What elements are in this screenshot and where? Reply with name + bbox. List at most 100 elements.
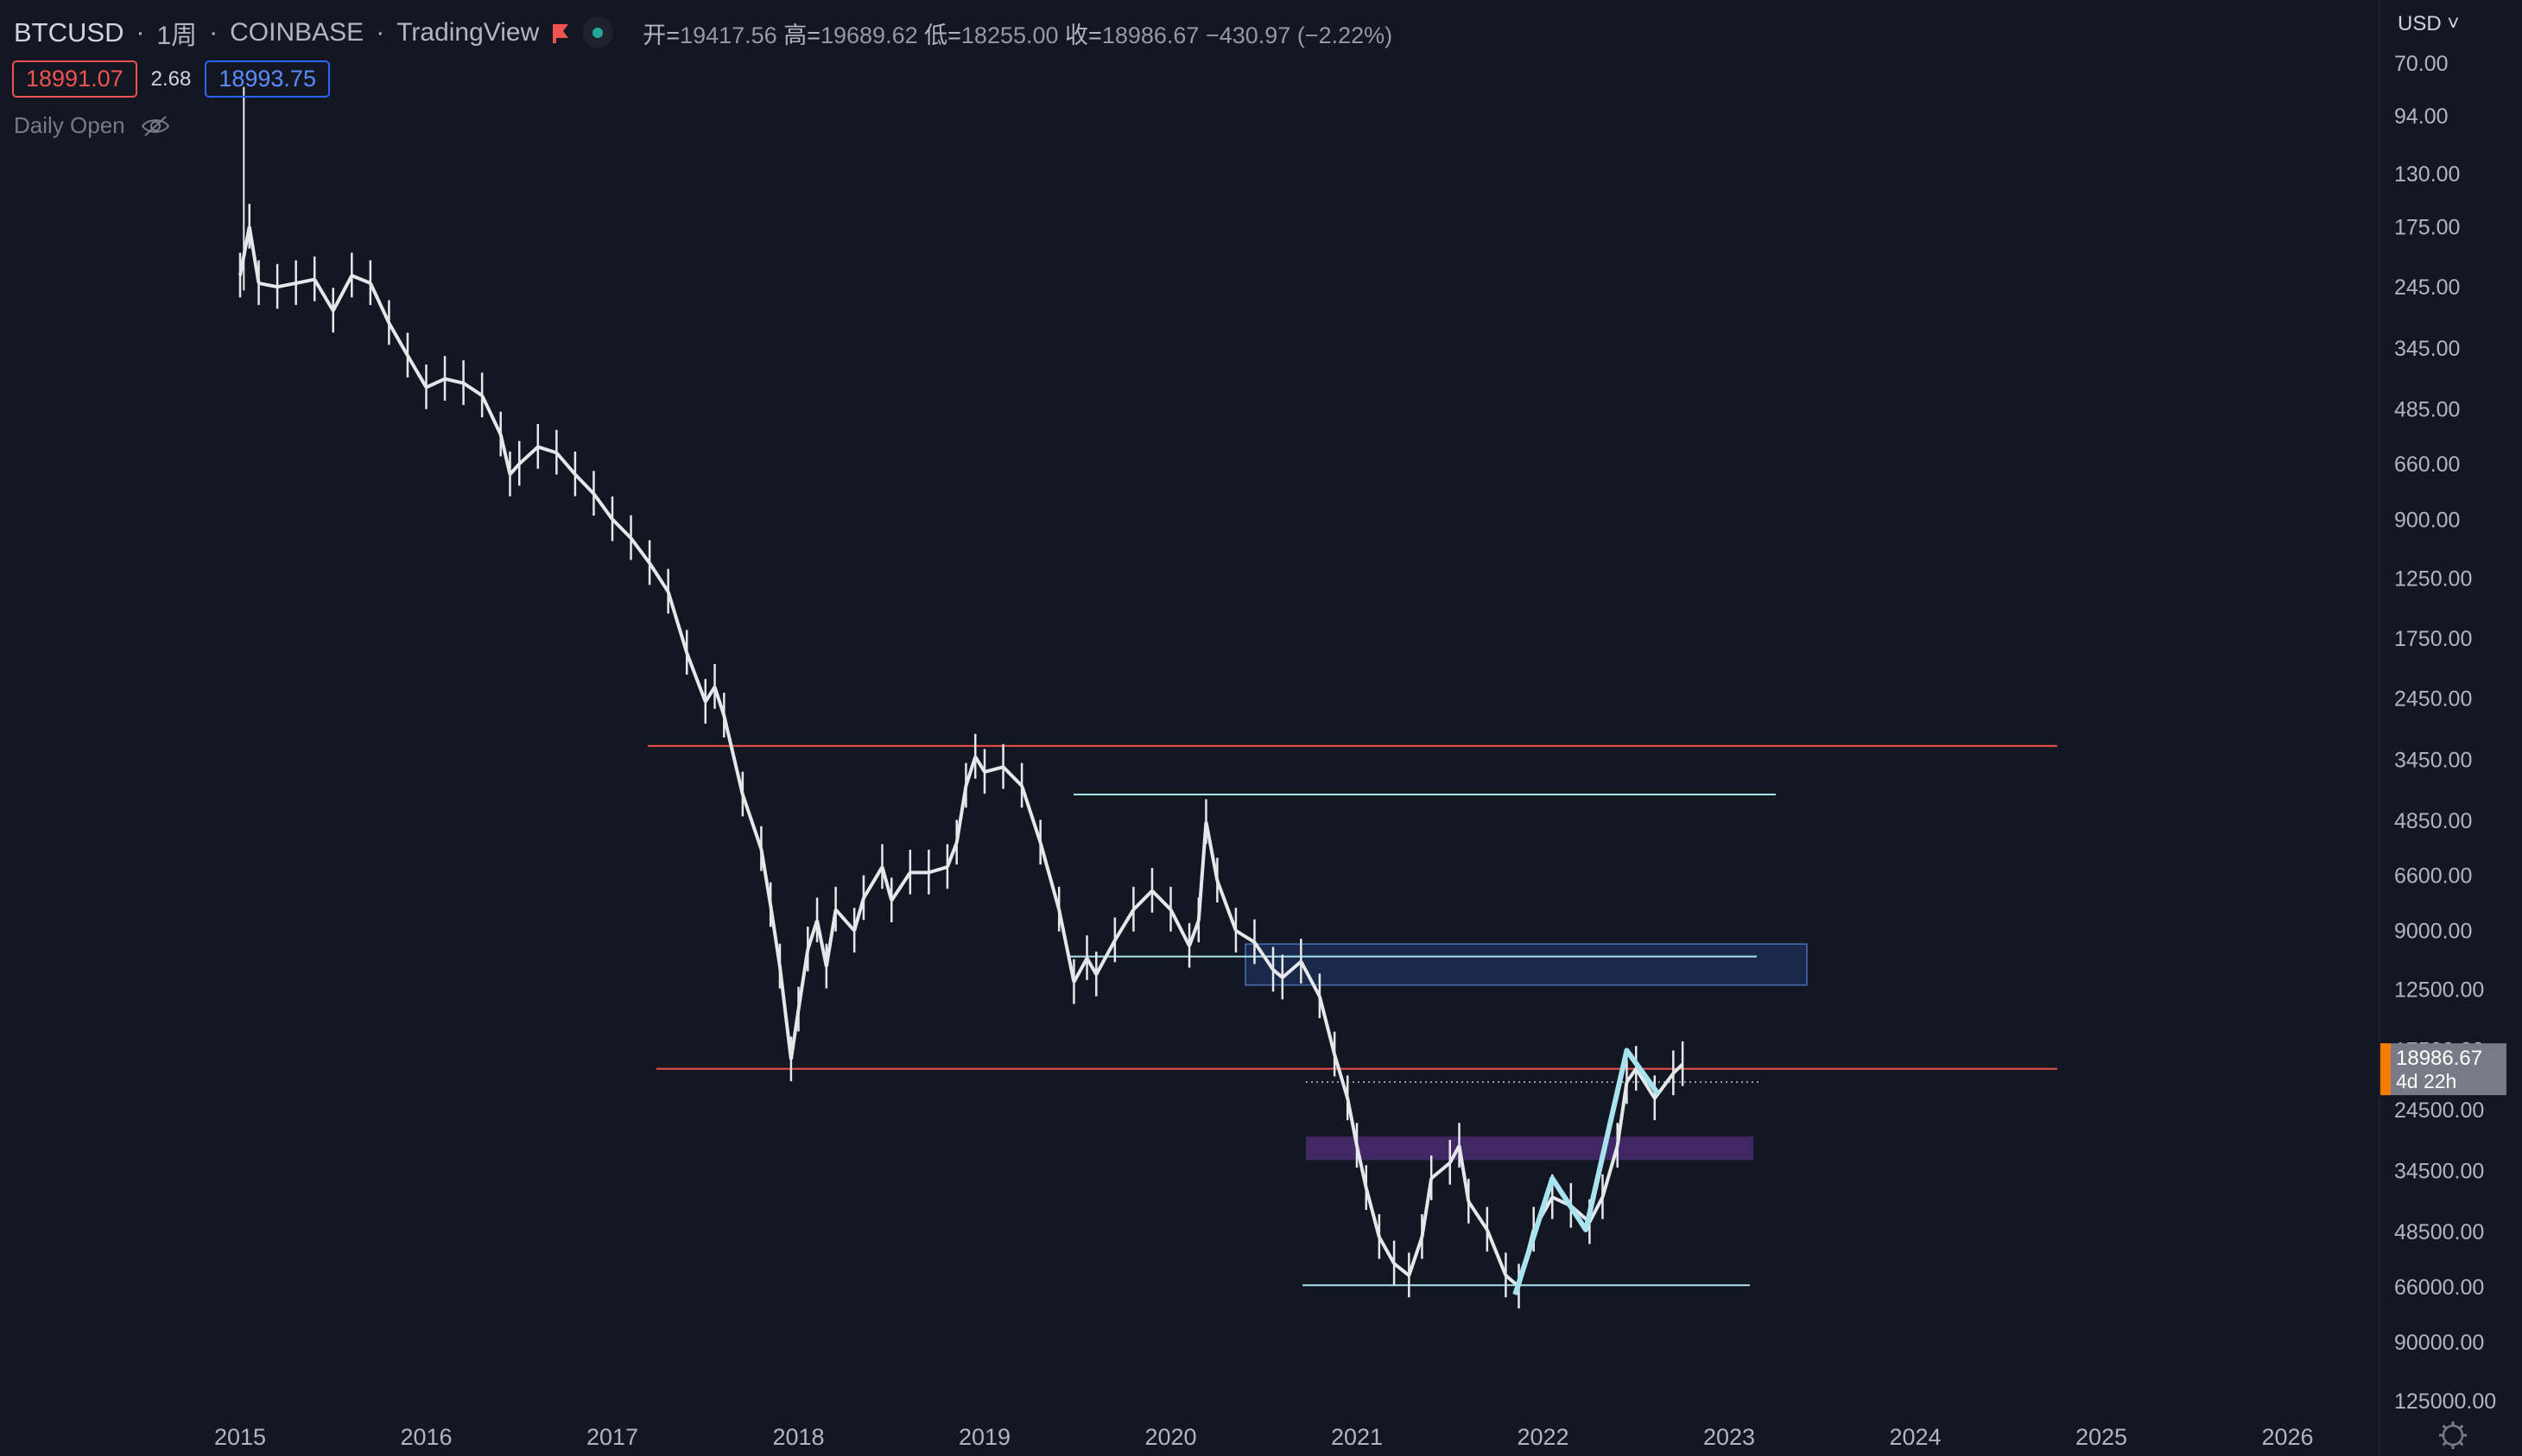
indicator-name[interactable]: Daily Open	[14, 112, 125, 138]
flag-icon[interactable]	[551, 22, 570, 43]
time-axis-label: 2018	[772, 1424, 824, 1450]
price-segment	[777, 965, 793, 1060]
quote-row: 18991.07 2.68 18993.75	[12, 60, 330, 98]
price-segment	[462, 382, 484, 397]
price-segment	[834, 908, 856, 933]
price-axis-label: 1750.00	[2394, 627, 2472, 651]
price-segment	[276, 281, 297, 289]
price-segment	[973, 756, 986, 773]
price-segment	[759, 848, 773, 906]
price-axis-label: 1250.00	[2394, 567, 2472, 591]
price-segment	[1271, 968, 1284, 979]
price-segment	[498, 434, 512, 475]
price-segment	[1625, 1067, 1638, 1084]
separator: ·	[136, 18, 145, 47]
price-segment	[1131, 889, 1154, 911]
time-axis-label: 2019	[959, 1424, 1011, 1450]
time-axis-label: 2022	[1517, 1424, 1568, 1450]
price-segment	[508, 462, 521, 476]
price-segment	[1072, 957, 1089, 984]
price-segment	[258, 281, 278, 289]
price-segment	[984, 765, 1004, 774]
gear-tooth	[2458, 1424, 2464, 1430]
price-segment	[1169, 908, 1191, 947]
price-segment	[713, 686, 726, 717]
price-axis-label: 6600.00	[2394, 864, 2472, 889]
close-value: 18986.67	[1101, 22, 1200, 48]
price-segment	[369, 282, 391, 324]
price-segment	[611, 517, 632, 540]
price-segment	[1346, 1098, 1359, 1147]
chart-header: BTCUSD · 1周 · COINBASE · TradingView 开=1…	[14, 16, 1392, 50]
price-axis-label: 245.00	[2394, 275, 2460, 300]
price-axis-label: 175.00	[2394, 216, 2460, 240]
price-segment	[1457, 1145, 1471, 1202]
price-segment	[1252, 940, 1275, 972]
price-segment	[247, 226, 261, 284]
price-segment	[331, 275, 354, 312]
settings-gear-icon[interactable]	[2439, 1421, 2467, 1449]
price-axis-label: 9000.00	[2394, 920, 2472, 944]
gear-tooth	[2458, 1440, 2464, 1447]
price-segment	[769, 904, 782, 967]
time-axis: 2015 2016 2017 2018 2019 2020 2021 2022 2023 2024…	[214, 1424, 2314, 1450]
exchange: COINBASE	[230, 18, 364, 47]
open-value: 19417.56	[680, 22, 777, 48]
last-price-tag	[2379, 1043, 2506, 1096]
price-segment	[238, 226, 251, 276]
time-axis-label: 2023	[1703, 1424, 1755, 1450]
price-segment	[740, 794, 764, 850]
price-segment	[1215, 880, 1238, 932]
price-segment	[1448, 1144, 1461, 1164]
gear-tooth	[2442, 1440, 2448, 1447]
zone-blue	[1245, 943, 1808, 986]
price-segment	[1299, 960, 1321, 997]
price-segment	[313, 278, 335, 312]
price-segment	[1317, 996, 1337, 1055]
price-axis-label: 130.00	[2394, 162, 2460, 187]
price-segment	[796, 949, 810, 1010]
price-axis-label: 94.00	[2394, 104, 2449, 129]
price-axis-label: 4850.00	[2394, 809, 2472, 833]
eye-off-icon[interactable]	[141, 115, 170, 137]
sell-price-button[interactable]: 18991.07	[12, 60, 137, 98]
price-segment	[806, 920, 819, 951]
time-axis-label: 2026	[2261, 1424, 2313, 1450]
time-axis-label: 2015	[214, 1424, 266, 1450]
price-segment	[946, 842, 959, 868]
price-axis-label: 900.00	[2394, 508, 2460, 532]
currency-dropdown[interactable]: USD ˅	[2398, 12, 2460, 35]
indicator-legend: Daily Open	[14, 112, 170, 139]
price-segment	[592, 492, 614, 521]
price-segment	[1150, 889, 1172, 911]
price-segment	[1615, 1081, 1629, 1147]
time-axis-label: 2024	[1889, 1424, 1941, 1450]
price-segment	[880, 866, 894, 902]
interval[interactable]: 1周	[156, 22, 198, 50]
last-price-label: 18986.67	[2396, 1047, 2482, 1070]
price-segment	[573, 472, 595, 496]
price-segment	[1485, 1229, 1508, 1276]
price-axis-label: 66000.00	[2394, 1276, 2484, 1300]
buy-price-button[interactable]: 18993.75	[205, 60, 330, 98]
price-segment	[444, 377, 465, 385]
price-segment	[406, 354, 428, 389]
price-segment	[480, 395, 503, 436]
price-segment	[862, 865, 884, 899]
price-segment	[722, 715, 745, 795]
price-segment	[666, 591, 689, 654]
symbol-name[interactable]: BTCUSD	[14, 17, 124, 47]
price-segment	[1671, 1062, 1684, 1075]
price-segment	[1057, 908, 1076, 983]
price-segment	[629, 536, 651, 565]
zone-purple	[1306, 1136, 1753, 1161]
price-axis-label: 660.00	[2394, 453, 2460, 477]
price-segment	[351, 274, 371, 285]
price-segment	[1020, 785, 1042, 844]
price-segment	[1392, 1262, 1410, 1277]
price-axis: 70.00 94.00 130.00 175.00 245.00 345.00 485.00…	[2394, 52, 2496, 1414]
price-segment	[685, 652, 707, 703]
gear-tooth	[2442, 1424, 2448, 1430]
price-segment	[1234, 928, 1256, 944]
